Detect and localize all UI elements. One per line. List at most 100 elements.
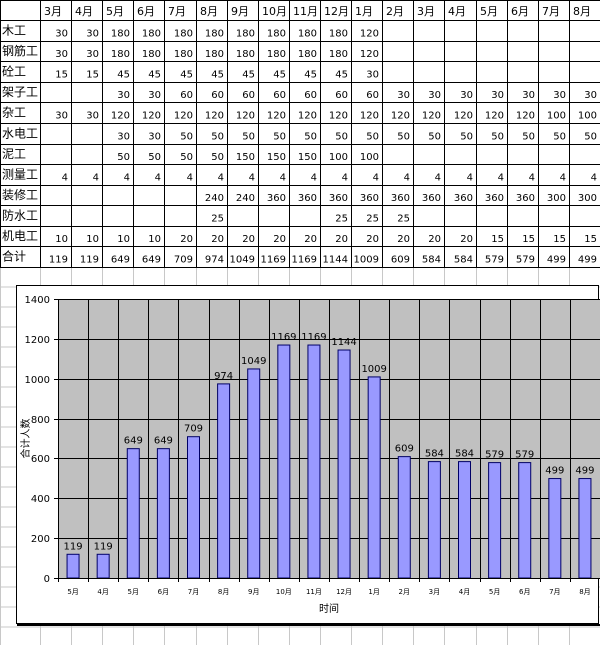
table-cell-value: 45 (273, 70, 286, 81)
table-cell-value: 10 (148, 234, 161, 245)
bar-data-label: 1144 (331, 337, 356, 348)
table-cell-value: 60 (242, 90, 255, 101)
bar-data-label: 1009 (361, 364, 386, 375)
bar[interactable] (307, 344, 321, 579)
table-cell-value: 180 (174, 29, 193, 40)
y-tick-label: 800 (31, 415, 50, 426)
bar-data-label: 609 (395, 444, 414, 455)
x-tick-label: 8月 (218, 588, 229, 596)
bar[interactable] (458, 461, 471, 579)
bar[interactable] (548, 478, 562, 579)
table-cell-value: 50 (584, 132, 597, 143)
row-label: 泥工 (2, 147, 26, 161)
table-cell-value: 4 (373, 173, 379, 184)
table-cell-value: 30 (584, 90, 597, 101)
month-header: 8月 (200, 5, 218, 18)
bar[interactable] (187, 436, 200, 579)
month-header: 7月 (542, 5, 560, 18)
table-cell-value: 360 (454, 193, 473, 204)
bar[interactable] (578, 478, 592, 579)
table-cell-value: 30 (491, 90, 504, 101)
table-cell-value: 20 (366, 234, 379, 245)
month-header: 1月 (355, 5, 373, 18)
table-cell-value: 180 (205, 49, 224, 60)
table-cell-value: 180 (174, 49, 193, 60)
table-cell-value: 15 (522, 234, 535, 245)
table-cell-value: 50 (180, 132, 193, 143)
table-cell-value: 180 (142, 49, 161, 60)
table-cell-value: 50 (211, 132, 224, 143)
table-cell-value: 1169 (261, 255, 286, 266)
y-tick-label: 200 (31, 534, 50, 545)
table-cell-value: 100 (578, 111, 597, 122)
table-cell-value: 120 (205, 111, 224, 122)
month-header: 5月 (480, 5, 498, 18)
bar[interactable] (518, 462, 532, 579)
bar[interactable] (427, 461, 441, 579)
table-cell-value: 360 (360, 193, 379, 204)
table-cell-value: 300 (578, 193, 597, 204)
table-cell-value: 30 (148, 90, 161, 101)
table-cell-value: 15 (584, 234, 597, 245)
x-tick-label: 3月 (429, 588, 440, 596)
table-cell-value: 120 (329, 111, 348, 122)
table-cell-value: 45 (211, 70, 224, 81)
bar[interactable] (247, 368, 261, 579)
bar[interactable] (66, 553, 80, 579)
bar[interactable] (397, 456, 411, 579)
table-cell-value: 30 (55, 29, 68, 40)
x-tick-label: 11月 (306, 588, 322, 596)
table-cell-value: 4 (342, 173, 348, 184)
x-tick-label: 12月 (336, 588, 352, 596)
table-cell-value: 10 (86, 234, 99, 245)
table-cell-value: 360 (329, 193, 348, 204)
table-cell-value: 100 (360, 152, 379, 163)
y-tick-label: 600 (31, 454, 50, 465)
row-label: 木工 (2, 24, 26, 38)
table-cell-value: 50 (148, 152, 161, 163)
table-cell-value: 180 (298, 49, 317, 60)
table-cell-value: 120 (360, 49, 379, 60)
month-header: 7月 (168, 5, 186, 18)
table-cell-value: 50 (117, 152, 130, 163)
table-cell-value: 20 (460, 234, 473, 245)
table-cell-value: 20 (242, 234, 255, 245)
table-cell-value: 120 (174, 111, 193, 122)
table-cell-value: 974 (205, 255, 224, 266)
month-header: 4月 (448, 5, 466, 18)
table-cell-value: 4 (93, 173, 99, 184)
x-tick-label: 6月 (519, 588, 530, 596)
table-cell-value: 45 (180, 70, 193, 81)
bar[interactable] (156, 448, 170, 579)
table-cell-value: 4 (404, 173, 410, 184)
row-label: 杂工 (2, 106, 26, 120)
table-cell-value: 120 (236, 111, 255, 122)
table-cell-value: 50 (211, 152, 224, 163)
table-cell-value: 360 (485, 193, 504, 204)
bar[interactable] (277, 344, 291, 579)
row-label: 装修工 (2, 187, 38, 202)
bar[interactable] (217, 383, 231, 579)
table-cell-value: 30 (86, 29, 99, 40)
table-cell-value: 180 (111, 29, 130, 40)
table-cell-value: 300 (547, 193, 566, 204)
table-cell-value: 180 (329, 29, 348, 40)
table-cell-value: 20 (335, 234, 348, 245)
bar[interactable] (367, 376, 381, 579)
table-cell-value: 180 (329, 49, 348, 60)
table-cell-value: 4 (187, 173, 193, 184)
table-cell-value: 45 (335, 70, 348, 81)
table-cell-value: 30 (366, 70, 379, 81)
bar-data-label: 974 (214, 371, 233, 382)
bar[interactable] (488, 462, 502, 579)
bar[interactable] (126, 448, 140, 579)
table-cell-value: 50 (428, 132, 441, 143)
x-tick-label: 5月 (128, 588, 139, 596)
x-tick-label: 7月 (188, 588, 199, 596)
table-cell-value: 10 (55, 234, 68, 245)
y-axis-title: 合计人数 (19, 419, 32, 459)
bar[interactable] (337, 349, 351, 579)
table-cell-value: 4 (529, 173, 535, 184)
bar[interactable] (96, 553, 110, 579)
chart-area[interactable]: 0 200 400 600 800 1000 1200 1400 119 5月 119 4月 649 5月… (16, 285, 600, 626)
